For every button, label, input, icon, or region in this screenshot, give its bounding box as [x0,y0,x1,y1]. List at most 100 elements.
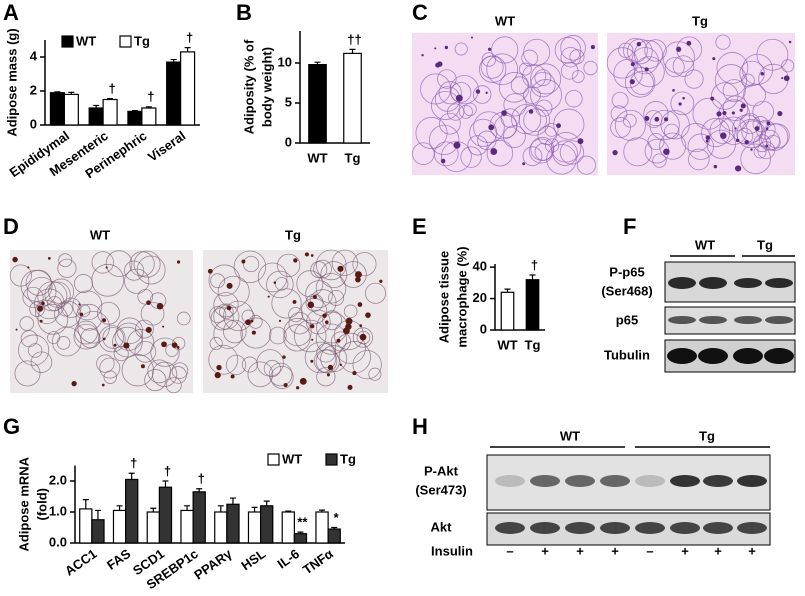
stain-dot [310,359,314,363]
error-bar [184,505,191,511]
cell-outline [530,79,562,112]
cell-outline [757,141,776,160]
image-label: WT [90,227,110,242]
stain-dot [102,337,106,341]
cell-outline [756,38,789,71]
cell-outline [752,100,775,123]
bar [112,509,127,544]
error-bar [314,61,321,65]
stain-dot [488,124,495,131]
cell-outline [316,367,336,387]
x-tick-label: FAS [104,546,134,573]
stain-dot [722,110,727,116]
stain-dot [765,127,769,131]
stain-dot [347,384,353,390]
cell-outline [623,37,648,63]
stain-dot [453,141,461,149]
stain-dot [307,301,315,309]
cell-outline [687,133,714,160]
cell-outline [27,343,43,358]
cell-outline [304,341,337,374]
cell-outline [473,111,505,143]
panel-letter: F [623,214,636,239]
stain-dot [354,271,362,278]
stain-dot [267,295,270,298]
cell-outline [740,143,771,175]
stain-dot [250,319,254,323]
annotation: †† [347,32,361,47]
cell-outline [610,117,631,138]
band [495,475,525,487]
stain-dot [379,279,383,283]
band [530,522,560,534]
treatment-sign: + [681,543,689,558]
panel-letters: A B C D E F G H [3,0,636,439]
band [668,316,696,324]
y-tick-label: 2.0 [49,472,67,487]
cell-outline [61,297,82,318]
cell-outline [209,336,223,351]
y-tick-label: 5 [285,94,292,109]
cell-outline [534,69,552,87]
stain-dot [760,71,765,76]
stain-dot [296,386,300,390]
cell-outline [133,250,161,278]
y-tick-label: 0 [480,321,487,336]
cell-outline [472,85,492,104]
stain-dot [556,123,562,129]
bar [525,279,540,331]
stain-dot [754,126,760,131]
cell-outline [58,253,73,268]
stain-dot [735,165,742,172]
cell-outline [310,261,328,279]
band [703,522,733,534]
stain-dot [357,302,363,307]
cell-outline [242,255,260,273]
cell-outline [124,268,150,294]
stain-dot [475,89,481,94]
error-bar [162,480,169,488]
cell-outline [623,137,653,167]
group-label: Tg [699,428,715,443]
error-bar [217,505,224,512]
cell-outline [356,330,371,345]
cell-outline [565,89,583,108]
cell-outline [315,349,340,374]
cell-outline [627,38,653,65]
treatment-sign: + [714,543,722,558]
stain-dot [720,132,727,139]
annotation: † [130,456,137,471]
cell-outline [486,53,519,86]
cell-outline [25,269,52,296]
cell-outline [313,259,332,279]
treatment-sign: + [748,543,756,558]
row-label: (Ser473) [415,482,466,497]
stain-dot [337,265,344,272]
cell-outline [583,60,598,76]
legend-swatch [61,35,74,48]
bar [180,509,194,544]
tissue-texture [9,250,191,394]
annotation: * [334,510,340,525]
panel-letter: H [412,414,428,439]
stain-dot [744,139,749,145]
cell-outline [550,132,582,163]
y-tick-label: 2 [30,82,37,97]
cell-outline [268,326,287,345]
stain-dot [355,276,361,283]
cell-outline [614,109,646,141]
cell-outline [544,138,560,153]
annotation: † [531,257,538,272]
cell-outline [662,41,695,74]
error-bar [128,472,135,480]
cell-outline [352,350,382,380]
row-label: Akt [431,519,453,534]
stain-dot [310,254,314,257]
bar [180,51,196,126]
band [600,522,630,534]
cell-outline [559,140,585,165]
band [667,348,697,364]
stain-dot [716,111,722,117]
error-bar [131,109,138,112]
bar [214,511,228,544]
